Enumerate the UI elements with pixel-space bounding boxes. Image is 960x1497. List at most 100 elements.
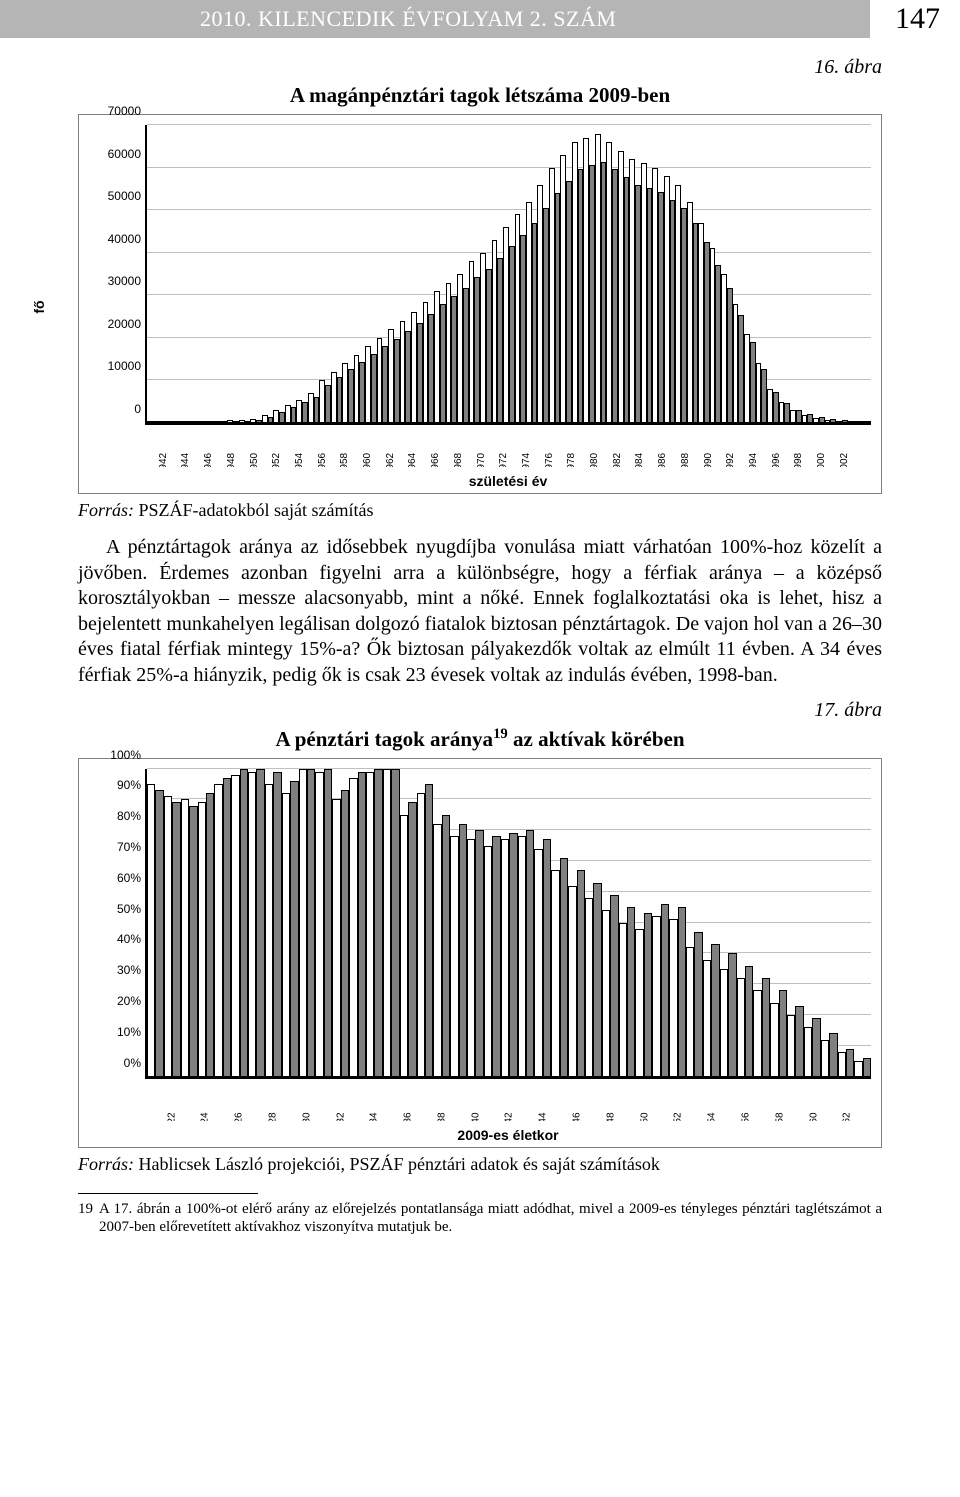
figure-17-x-axis-label: 2009-es életkor [145,1127,871,1143]
bar-female [358,772,366,1077]
bar-female [846,1049,854,1077]
bar-group [710,125,721,423]
bar-group [296,125,307,423]
journal-title: 2010. KILENCEDIK ÉVFOLYAM 2. SZÁM [0,0,870,38]
bar-male [770,1003,778,1077]
bar-group [342,125,353,423]
bar-group [503,125,514,423]
bar-male [703,960,711,1077]
bar-male [231,775,239,1077]
bar-male [720,969,728,1077]
bar-group [446,125,457,423]
x-tick: 58 [787,1079,804,1121]
bar-male [214,784,222,1077]
bar-group [572,125,583,423]
bar-female [256,769,264,1077]
bar-group [821,769,838,1077]
bar-group [737,769,754,1077]
bar-male [366,772,374,1077]
bar-group [480,125,491,423]
bar-female [728,953,736,1076]
bar-group [802,125,813,423]
bar-group [687,125,698,423]
bar-group [602,769,619,1077]
bar-group [767,125,778,423]
bar-male [854,1061,862,1076]
figure-17-title: A pénztári tagok aránya19 az aktívak kör… [78,726,882,752]
bar-group [400,769,417,1077]
bar-female [829,1033,837,1076]
bar-male [147,784,155,1077]
bar-group [423,125,434,423]
x-tick: 34 [381,1079,398,1121]
bar-group [526,125,537,423]
figure-17-plot: 0%10%20%30%40%50%60%70%80%90%100% [145,769,871,1079]
bar-group [585,769,602,1077]
bar-female [172,802,180,1076]
bar-group [231,769,248,1077]
bar-group [273,125,284,423]
bar-group [698,125,709,423]
bar-male [568,886,576,1077]
x-tick: 40 [483,1079,500,1121]
bar-group [675,125,686,423]
bar-group [583,125,594,423]
bar-group [779,125,790,423]
x-tick: 26 [246,1079,263,1121]
x-tick: 54 [719,1079,736,1121]
y-tick: 10000 [91,359,141,373]
bar-group [315,769,332,1077]
bar-female [374,769,382,1077]
bar-group [770,769,787,1077]
x-tick: 32 [348,1079,365,1121]
bar-group [467,769,484,1077]
figure-17-source: Forrás: Hablicsek László projekciói, PSZ… [78,1154,882,1175]
bar-group [181,125,192,423]
bar-female [863,1058,871,1076]
x-tick: 30 [314,1079,331,1121]
bar-female [610,895,618,1077]
y-tick: 70000 [91,104,141,118]
bar-group [216,125,227,423]
bar-female [694,932,702,1077]
bar-group [838,769,855,1077]
bar-female [425,784,433,1077]
bar-female [745,966,753,1077]
bar-female [560,858,568,1077]
bar-male [602,910,610,1076]
y-tick: 70% [91,840,141,854]
bar-male [467,839,475,1076]
x-tick: 50 [652,1079,669,1121]
bar-female [543,839,551,1076]
bar-group [248,769,265,1077]
bar-group [859,125,870,423]
bar-female [526,830,534,1076]
bar-group [733,125,744,423]
figure-17-chart: férfi nő 0%10%20%30%40%50%60%70%80%90%10… [78,758,882,1148]
bar-group [484,769,501,1077]
figure-16-plot: 010000200003000040000500006000070000 [145,125,871,425]
bar-group [331,125,342,423]
y-tick: 90% [91,778,141,792]
bar-group [450,769,467,1077]
bar-group [204,125,215,423]
bar-male [315,772,323,1077]
bar-male [433,824,441,1077]
bar-group [756,125,767,423]
bar-group [641,125,652,423]
bar-female [273,772,281,1077]
figure-16-x-ticks: 1940194219441946194819501952195419561958… [145,425,871,467]
bar-group [308,125,319,423]
y-tick: 0% [91,1056,141,1070]
bar-group [787,769,804,1077]
bar-group [417,769,434,1077]
bar-male [501,839,509,1076]
bar-male [450,836,458,1076]
footnote-rule [78,1193,258,1194]
bar-group [664,125,675,423]
bar-group [214,769,231,1077]
bar-group [388,125,399,423]
figure-17-x-ticks: 2022242628303234363840424446485052545658… [145,1079,871,1121]
bar-group [354,125,365,423]
bar-male [484,846,492,1077]
